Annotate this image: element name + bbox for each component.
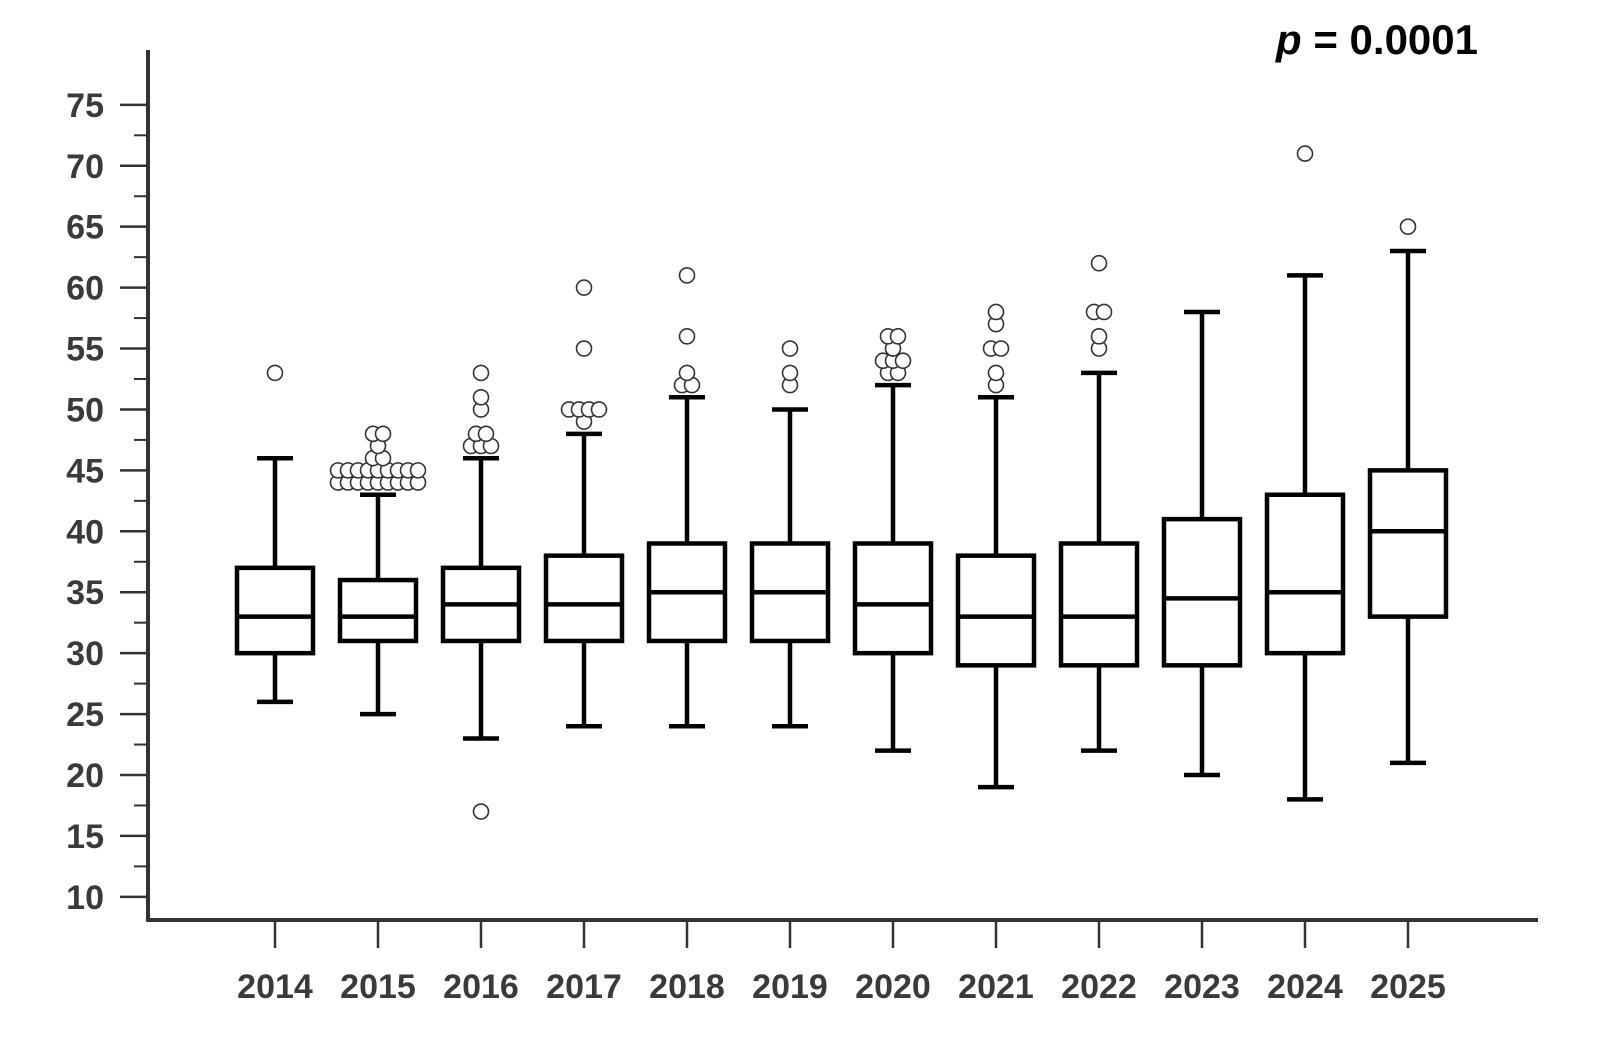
outlier-point [894,352,912,370]
y-tick-label: 20 [66,757,104,795]
y-tick-label: 15 [66,818,104,856]
outlier-point [1399,218,1417,235]
iqr-box [1367,468,1449,619]
y-tick-label: 10 [66,879,104,917]
p-value-annotation: p = 0.0001 [1275,16,1478,63]
box-2014 [234,364,316,705]
box-2023 [1161,309,1243,778]
outlier-point [575,340,593,357]
x-tick-label: 2024 [1267,968,1343,1006]
iqr-box [852,541,934,656]
iqr-box [337,577,419,644]
y-axis: 10 15 20 25 30 35 40 45 50 55 60 65 70 75 [66,50,150,922]
p-value-text: = 0.0001 [1302,16,1478,63]
y-tick-label: 40 [66,513,104,551]
iqr-box [1161,516,1243,668]
iqr-box [543,553,625,644]
x-tick-label: 2025 [1370,968,1446,1006]
outlier-point [987,303,1005,321]
x-tick-label: 2015 [340,968,416,1006]
y-tick-label: 30 [66,635,104,673]
outlier-point [472,388,490,406]
y-tick-label: 25 [66,696,104,734]
box-2015 [329,425,427,717]
x-axis: 2014 2015 2016 2017 2018 2019 2020 2021 2022 2023… [146,918,1538,1006]
y-tick-label: 75 [66,87,104,125]
iqr-box [1058,541,1140,668]
box-2025 [1367,218,1449,766]
outlier-point [266,364,284,382]
outlier-point [678,328,696,345]
y-tick-label: 50 [66,391,104,429]
outlier-point [1090,328,1108,345]
iqr-box [1264,492,1346,656]
y-tick-label: 45 [66,452,104,490]
outlier-point [678,267,696,284]
box-2019 [749,340,831,729]
x-tick-label: 2016 [443,968,519,1006]
box-2016 [440,364,522,820]
p-value-italic: p [1275,16,1302,63]
iqr-box [234,565,316,656]
y-tick-label: 70 [66,148,104,186]
box-2021 [955,303,1037,790]
outlier-point [1296,145,1314,162]
outlier-point [889,328,907,345]
box-2024 [1264,145,1346,802]
x-tick-label: 2017 [546,968,622,1006]
outlier-point [987,364,1005,382]
outlier-point [678,364,696,382]
outlier-point [1095,303,1113,321]
x-tick-label: 2020 [855,968,931,1006]
y-tick-label: 60 [66,270,104,308]
iqr-box [955,553,1037,668]
y-tick-label: 55 [66,331,104,369]
outlier-point [992,340,1010,357]
x-tick-label: 2023 [1164,968,1240,1006]
x-tick-label: 2018 [649,968,725,1006]
x-tick-label: 2021 [958,968,1034,1006]
outlier-point [477,425,495,443]
y-tick-label: 35 [66,574,104,612]
box-2020 [852,328,934,753]
outlier-point [781,364,799,382]
x-tick-label: 2022 [1061,968,1137,1006]
outlier-point [409,462,427,479]
outlier-point [1090,254,1108,272]
outlier-point [472,364,490,382]
outlier-point [374,425,392,443]
box-2022 [1058,254,1140,753]
boxes [234,145,1449,820]
box-2017 [543,279,625,729]
outlier-point [575,279,593,296]
box-2018 [646,267,728,729]
outlier-point [590,401,608,418]
outlier-point [472,803,490,820]
outlier-point [781,340,799,357]
x-tick-label: 2014 [237,968,313,1006]
x-tick-label: 2019 [752,968,828,1006]
y-tick-label: 65 [66,209,104,247]
